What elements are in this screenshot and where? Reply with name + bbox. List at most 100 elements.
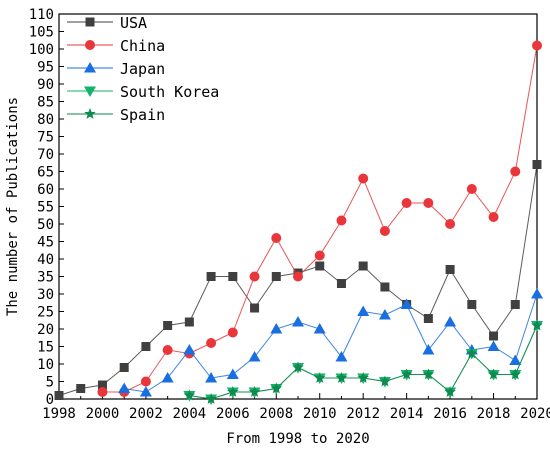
x-axis-title: From 1998 to 2020: [226, 431, 369, 447]
x-tick-label: 2016: [433, 406, 467, 422]
data-point-usa: [163, 321, 173, 330]
data-point-spain: [183, 389, 196, 401]
x-tick-label: 1998: [42, 406, 76, 422]
x-tick-label: 2020: [520, 406, 550, 422]
y-tick-label: 20: [37, 322, 54, 338]
data-point-japan: [248, 351, 261, 362]
data-point-usa: [271, 272, 281, 281]
legend-marker-spain: [84, 108, 96, 119]
data-point-japan: [422, 344, 435, 355]
y-tick-label: 75: [37, 130, 54, 146]
legend: USA China Japan South Korea Spain: [67, 14, 219, 124]
data-point-spain: [509, 368, 521, 380]
legend-marker-japan: [84, 62, 96, 73]
y-tick-label: 60: [37, 182, 54, 198]
series-line-south-korea: [189, 325, 538, 400]
y-tick-label: 50: [37, 217, 54, 233]
data-point-spain: [466, 347, 478, 359]
legend-label-usa: USA: [120, 14, 147, 32]
y-tick-label: 80: [37, 112, 54, 128]
y-tick-label: 25: [37, 305, 54, 321]
data-point-usa: [510, 300, 520, 309]
data-point-china: [358, 173, 369, 184]
data-point-japan: [444, 316, 457, 327]
y-tick-label: 55: [37, 200, 54, 216]
data-point-china: [97, 387, 108, 397]
data-point-usa: [228, 272, 238, 281]
series-line-japan: [124, 293, 538, 393]
data-point-usa: [97, 380, 107, 390]
data-point-china: [249, 271, 260, 282]
data-point-japan: [205, 372, 218, 383]
y-axis-title: The number of Publications: [5, 97, 21, 316]
data-point-usa: [119, 363, 129, 372]
data-point-spain: [444, 386, 456, 397]
y-tick-label: 0: [46, 392, 54, 408]
data-point-usa: [380, 282, 390, 292]
series-layer: [54, 40, 543, 405]
data-point-spain: [487, 368, 500, 380]
legend-label-china: China: [120, 37, 165, 55]
data-point-spain: [422, 368, 435, 380]
data-point-china: [162, 345, 173, 355]
legend-item-south-korea: South Korea: [67, 83, 219, 101]
data-point-china: [510, 166, 521, 177]
data-point-usa: [445, 265, 455, 274]
y-tick-label: 5: [46, 375, 54, 391]
y-tick-label: 90: [37, 77, 54, 93]
data-point-japan: [509, 354, 522, 365]
data-point-spain: [314, 372, 326, 383]
legend-label-japan: Japan: [120, 60, 165, 78]
data-point-china: [488, 212, 499, 222]
data-point-spain: [531, 319, 543, 331]
data-point-japan: [270, 323, 283, 334]
legend-item-usa: USA: [67, 14, 147, 32]
data-point-spain: [248, 386, 261, 397]
data-point-china: [140, 376, 151, 387]
data-point-china: [336, 215, 347, 226]
y-tick-label: 70: [37, 147, 54, 163]
data-point-japan: [335, 351, 348, 362]
data-point-usa: [336, 279, 346, 288]
data-point-japan: [400, 298, 413, 309]
y-tick-label: 35: [37, 270, 54, 286]
data-point-japan: [313, 323, 326, 334]
data-point-usa: [467, 300, 477, 309]
y-tick-label: 85: [37, 95, 54, 111]
y-tick-label: 100: [29, 42, 54, 58]
data-point-spain: [227, 386, 239, 397]
x-tick-label: 2010: [303, 406, 337, 422]
y-tick-label: 30: [37, 287, 54, 303]
x-tick-label: 2018: [477, 406, 511, 422]
x-tick-label: 2008: [259, 406, 293, 422]
y-tick-label: 45: [37, 235, 54, 251]
y-tick-label: 105: [29, 25, 54, 41]
y-tick-label: 15: [37, 340, 54, 356]
data-point-china: [379, 226, 390, 236]
data-point-usa: [532, 160, 542, 169]
data-point-china: [401, 198, 412, 208]
data-point-japan: [183, 344, 196, 355]
data-point-japan: [292, 316, 304, 327]
data-point-usa: [76, 384, 86, 393]
series-line-spain: [189, 325, 538, 400]
data-point-japan: [378, 309, 391, 320]
data-point-china: [314, 250, 325, 261]
data-point-spain: [400, 368, 413, 380]
data-point-usa: [489, 331, 499, 341]
legend-item-japan: Japan: [67, 60, 165, 78]
data-point-usa: [54, 391, 64, 400]
data-point-china: [271, 233, 282, 243]
legend-marker-south-korea: [84, 86, 96, 97]
series-spain: [183, 319, 543, 404]
data-point-japan: [357, 305, 370, 316]
x-tick-label: 2004: [173, 406, 207, 422]
data-point-japan: [161, 372, 174, 383]
legend-label-south-korea: South Korea: [120, 83, 219, 101]
data-point-usa: [358, 261, 368, 271]
series-japan: [118, 288, 543, 397]
data-point-japan: [118, 382, 131, 393]
data-point-china: [423, 198, 434, 208]
